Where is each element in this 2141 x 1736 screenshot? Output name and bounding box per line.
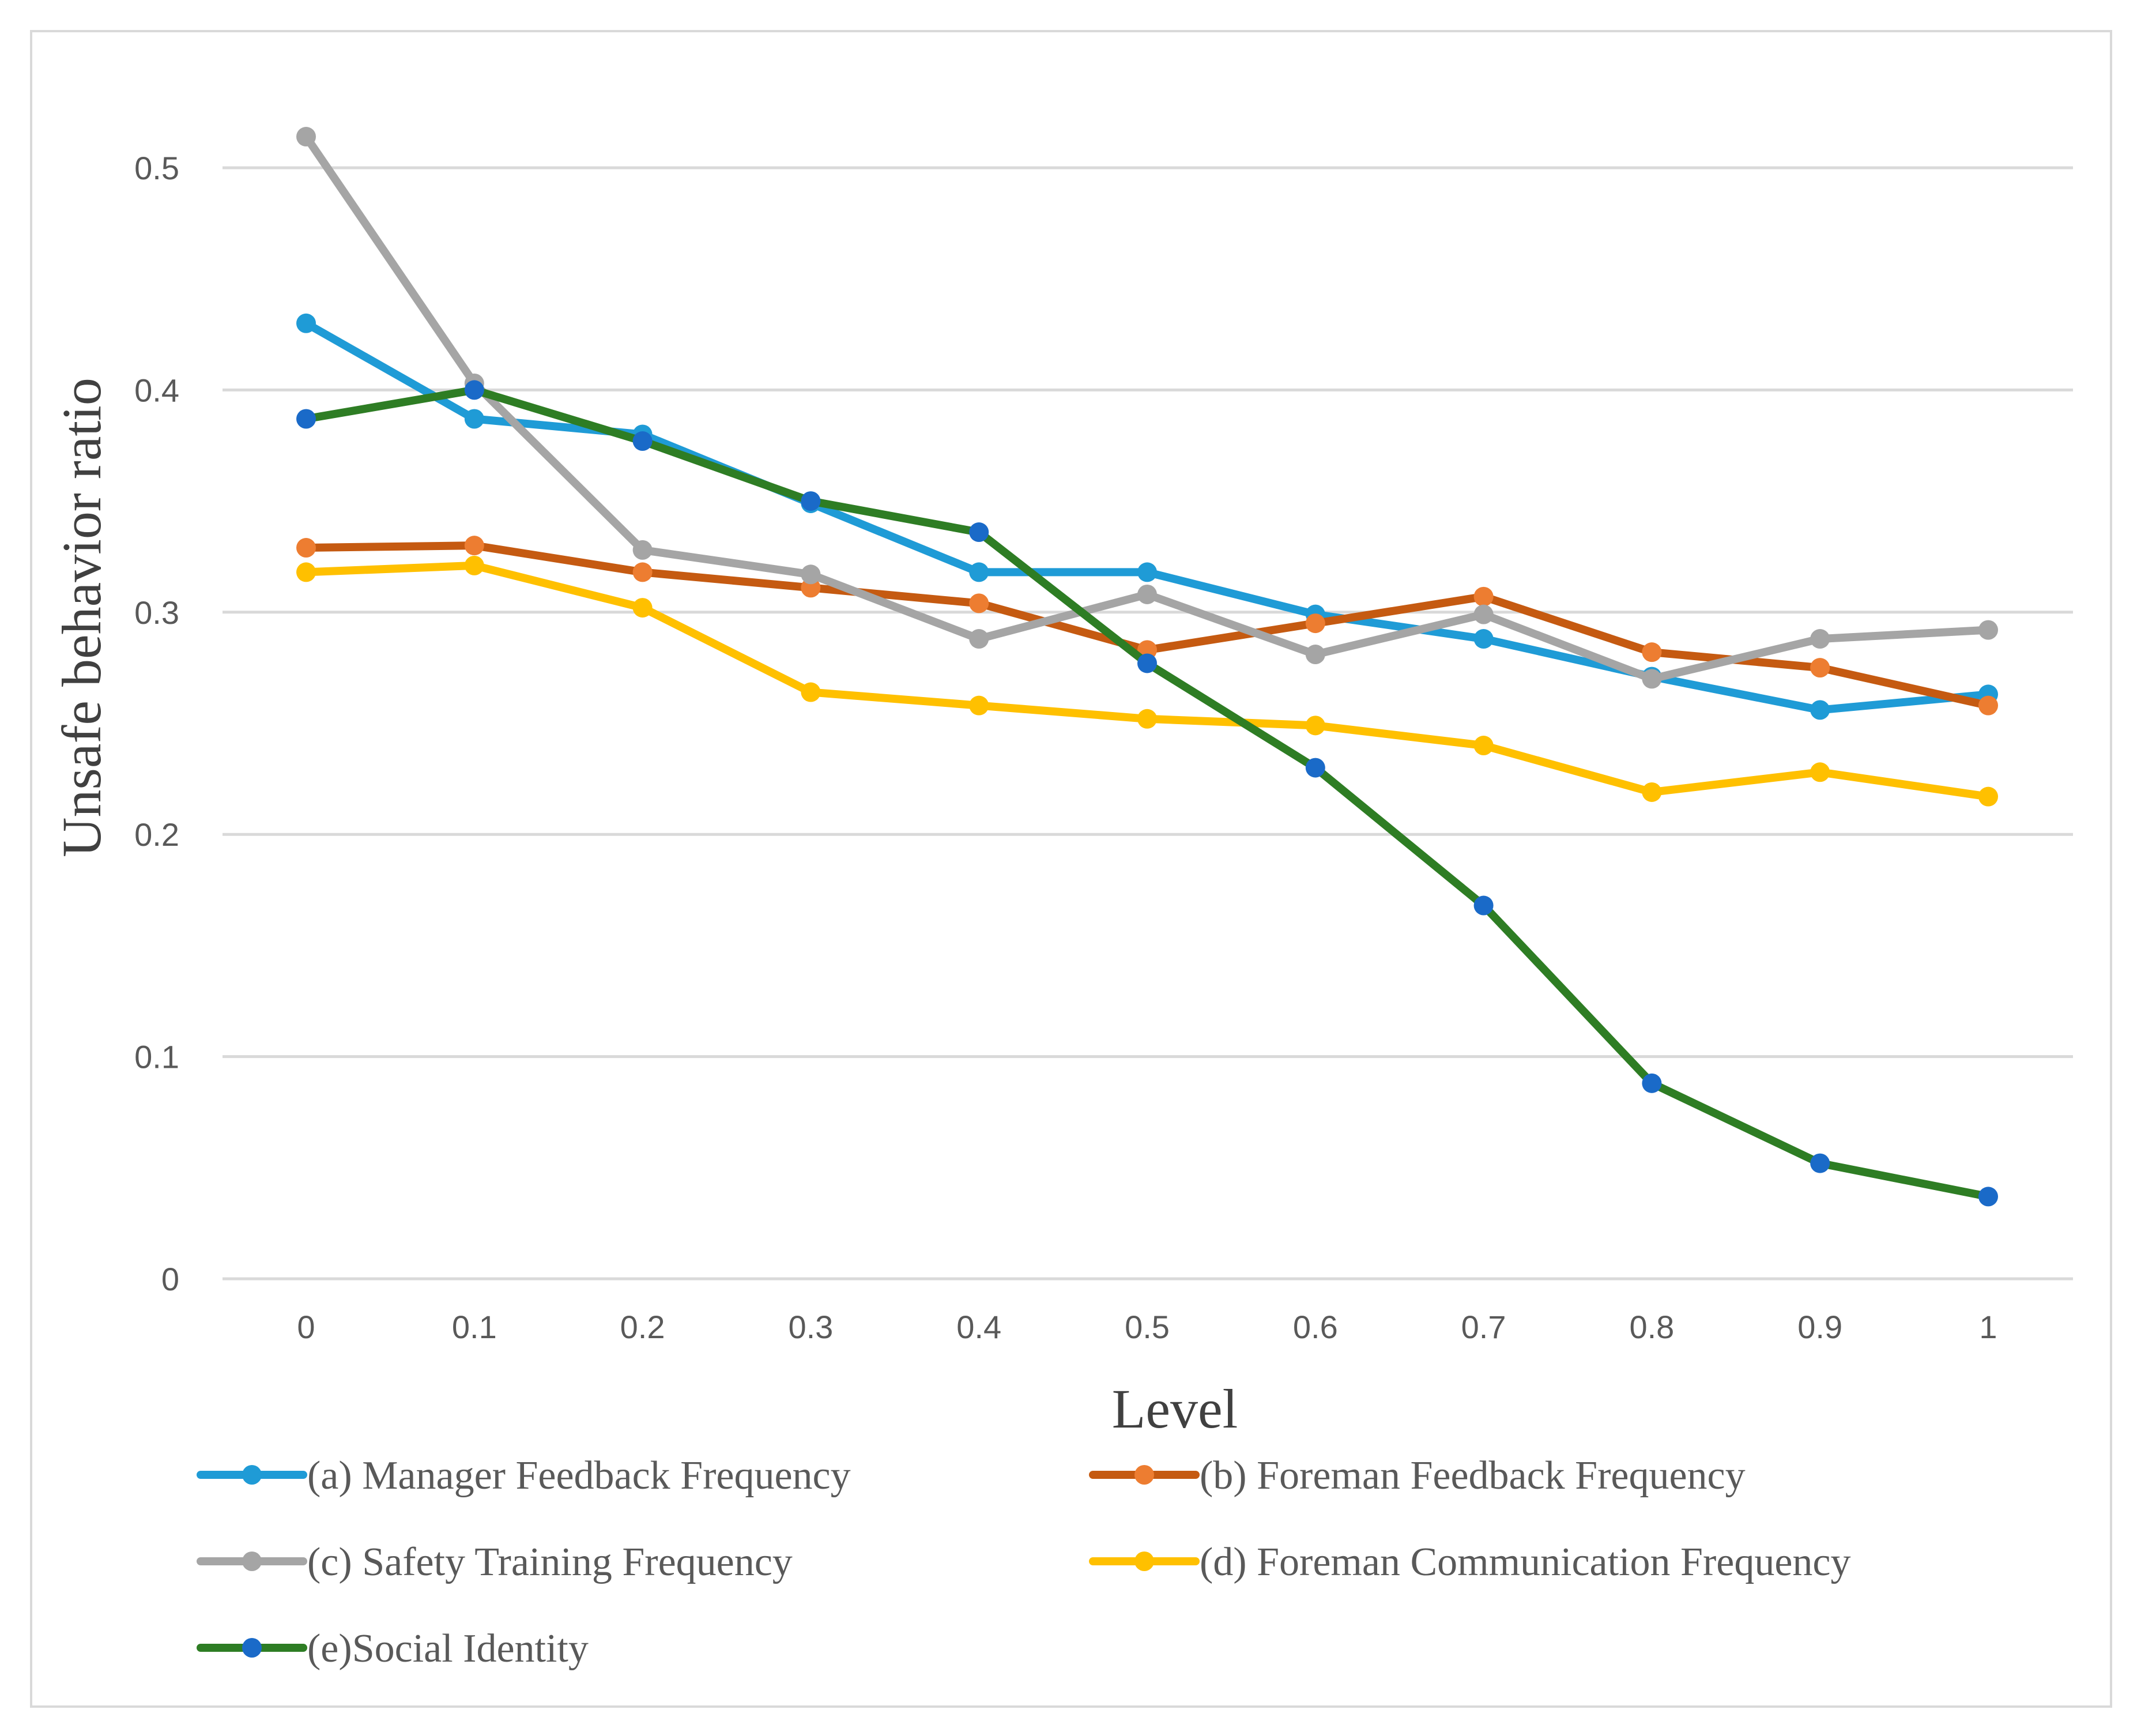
data-point-3-9 — [1810, 762, 1830, 782]
data-point-2-7 — [1473, 604, 1494, 624]
data-point-0-1 — [464, 409, 484, 429]
x-tick-label-9: 0.9 — [1797, 1309, 1842, 1345]
legend-marker-1 — [1134, 1465, 1154, 1485]
y-tick-label-2: 0.2 — [134, 816, 179, 853]
x-tick-label-0: 0 — [297, 1309, 315, 1345]
y-tick-label-5: 0.5 — [134, 150, 179, 186]
y-axis-title: Unsafe behavior ratio — [51, 378, 112, 857]
data-point-4-6 — [1305, 758, 1325, 778]
data-point-2-3 — [801, 564, 821, 585]
legend-entry-0: (a) Manager Feedback Frequency — [197, 1453, 851, 1498]
data-point-2-0 — [296, 127, 316, 147]
x-tick-label-1: 0.1 — [452, 1309, 497, 1345]
data-point-4-9 — [1810, 1153, 1830, 1173]
x-tick-label-7: 0.7 — [1461, 1309, 1506, 1345]
series-4 — [296, 380, 1998, 1207]
data-point-2-6 — [1305, 645, 1325, 665]
legend-entry-3: (d) Foreman Communication Frequency — [1089, 1540, 1850, 1584]
series-3 — [296, 555, 1998, 807]
data-point-2-2 — [632, 540, 653, 560]
data-point-1-9 — [1810, 658, 1830, 678]
gridlines — [223, 166, 2073, 1281]
y-axis-ticks: 0 0.1 0.2 0.3 0.4 0.5 — [134, 150, 179, 1297]
legend-entry-2: (c) Safety Training Frequency — [197, 1540, 793, 1584]
x-tick-label-6: 0.6 — [1293, 1309, 1338, 1345]
data-point-3-3 — [801, 682, 821, 702]
data-point-3-7 — [1473, 736, 1494, 756]
data-point-1-4 — [969, 593, 989, 613]
data-point-3-1 — [464, 555, 484, 575]
data-point-4-8 — [1642, 1073, 1662, 1093]
chart-frame: 0 0.1 0.2 0.3 0.4 0.5 0 0.1 0.2 0.3 0.4 0.5 0.6 0.7 0… — [30, 30, 2112, 1708]
legend-label-2: (c) Safety Training Frequency — [307, 1540, 793, 1584]
data-point-1-1 — [464, 536, 484, 556]
data-point-2-8 — [1642, 669, 1662, 689]
data-point-4-3 — [801, 491, 821, 511]
legend-marker-3 — [1134, 1552, 1154, 1571]
y-tick-label-4: 0.4 — [134, 372, 179, 408]
data-point-4-1 — [464, 380, 484, 400]
data-point-4-4 — [969, 522, 989, 543]
x-tick-label-4: 0.4 — [956, 1309, 1001, 1345]
data-point-0-9 — [1810, 700, 1830, 720]
x-axis-ticks: 0 0.1 0.2 0.3 0.4 0.5 0.6 0.7 0.8 0.9 1 — [297, 1309, 1997, 1345]
data-point-1-2 — [632, 562, 653, 582]
data-point-1-7 — [1473, 586, 1494, 607]
x-axis-title: Level — [1112, 1378, 1238, 1440]
data-point-1-8 — [1642, 642, 1662, 662]
data-point-4-2 — [632, 431, 653, 451]
legend-marker-2 — [242, 1552, 262, 1571]
data-point-3-0 — [296, 562, 316, 582]
data-point-3-5 — [1137, 709, 1157, 729]
data-point-2-9 — [1810, 629, 1830, 649]
series-1 — [296, 536, 1998, 716]
data-point-0-7 — [1473, 629, 1494, 649]
data-point-2-5 — [1137, 584, 1157, 604]
data-point-0-0 — [296, 313, 316, 333]
data-point-2-10 — [1978, 620, 1998, 640]
data-point-2-4 — [969, 629, 989, 649]
legend-marker-0 — [242, 1465, 262, 1485]
x-tick-label-10: 1 — [1979, 1309, 1997, 1345]
x-tick-label-2: 0.2 — [620, 1309, 665, 1345]
data-point-1-10 — [1978, 695, 1998, 716]
y-tick-label-1: 0.1 — [134, 1039, 179, 1075]
data-point-4-0 — [296, 409, 316, 429]
x-tick-label-3: 0.3 — [788, 1309, 833, 1345]
series-layer — [296, 127, 1998, 1207]
data-point-3-4 — [969, 695, 989, 716]
legend-label-4: (e)Social Identity — [307, 1626, 589, 1671]
y-tick-label-0: 0 — [161, 1261, 179, 1297]
x-tick-label-5: 0.5 — [1125, 1309, 1170, 1345]
x-tick-label-8: 0.8 — [1629, 1309, 1674, 1345]
data-point-0-4 — [969, 562, 989, 582]
series-line-4 — [302, 386, 1992, 1201]
data-point-3-2 — [632, 598, 653, 618]
data-point-4-5 — [1137, 653, 1157, 673]
data-point-3-8 — [1642, 782, 1662, 802]
legend-entry-4: (e)Social Identity — [197, 1626, 589, 1671]
line-chart: 00.10.20.30.40.5 0 0.1 0.2 0.3 0.4 0.5 0.6 0.7 0… — [51, 127, 2073, 1671]
data-point-4-7 — [1473, 895, 1494, 916]
data-point-4-10 — [1978, 1187, 1998, 1207]
legend-label-0: (a) Manager Feedback Frequency — [307, 1453, 851, 1498]
data-point-1-0 — [296, 538, 316, 558]
legend-label-1: (b) Foreman Feedback Frequency — [1200, 1453, 1746, 1498]
legend-marker-4 — [242, 1638, 262, 1658]
legend-label-3: (d) Foreman Communication Frequency — [1200, 1540, 1850, 1584]
data-point-3-6 — [1305, 716, 1325, 736]
data-point-1-6 — [1305, 613, 1325, 634]
y-tick-label-3: 0.3 — [134, 594, 179, 631]
data-point-3-10 — [1978, 786, 1998, 807]
series-2 — [296, 127, 1998, 689]
data-point-0-5 — [1137, 562, 1157, 582]
legend-entry-1: (b) Foreman Feedback Frequency — [1089, 1453, 1746, 1498]
legend: (a) Manager Feedback Frequency (b) Forema… — [197, 1453, 1850, 1671]
